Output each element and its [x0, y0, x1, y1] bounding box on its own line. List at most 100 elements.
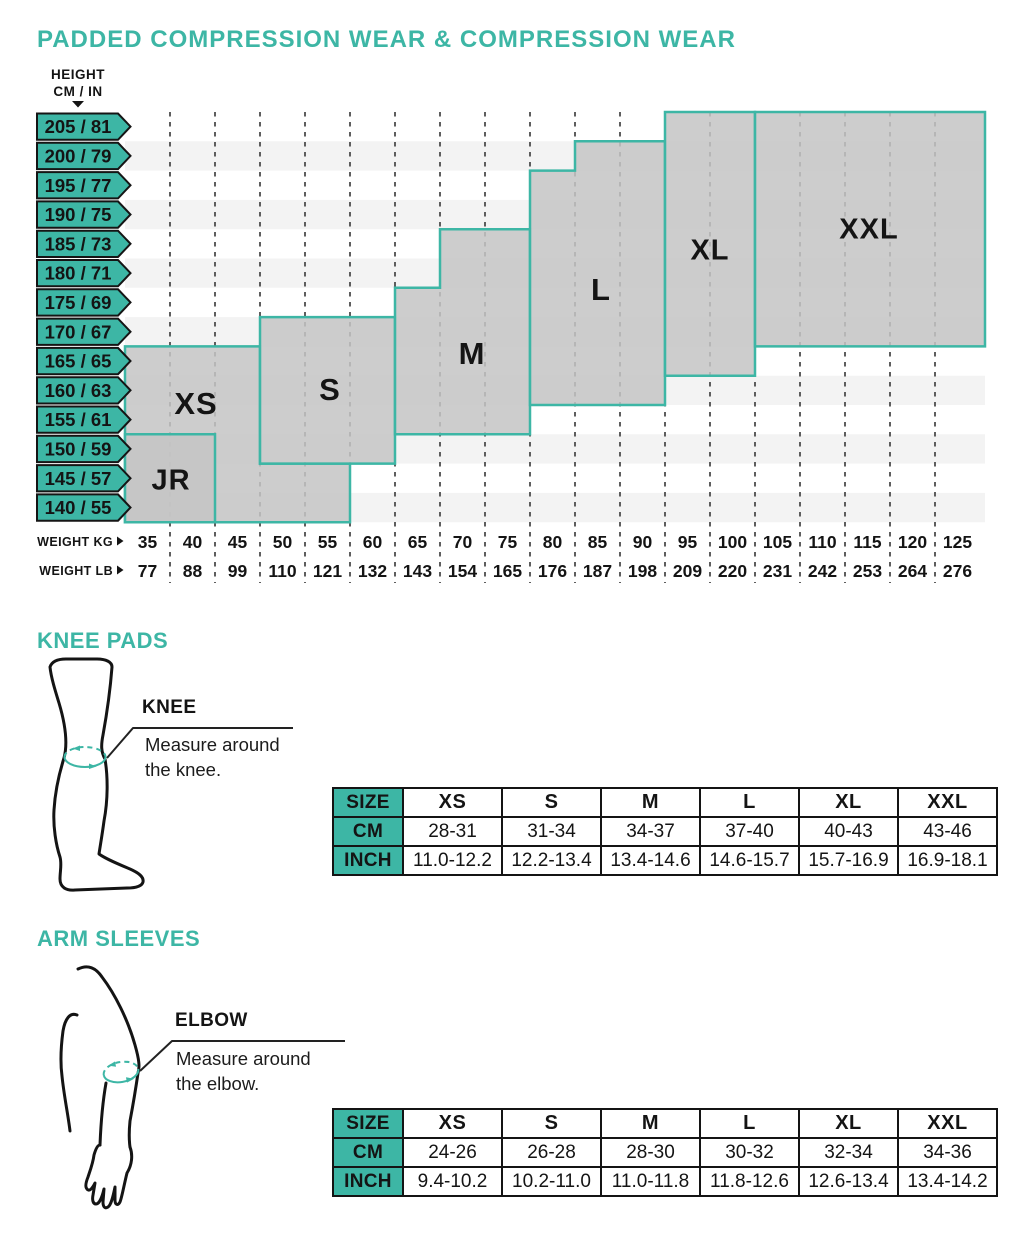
weight-kg-arrow-right-icon — [117, 536, 124, 546]
weight-kg-value: 90 — [633, 532, 653, 552]
weight-kg-value: 80 — [543, 532, 563, 552]
measurement-range-value: 43-46 — [897, 816, 998, 847]
arm-sleeves-heading: ARM SLEEVES — [37, 926, 201, 951]
weight-kg-value: 95 — [678, 532, 698, 552]
unit-row-label: INCH — [332, 845, 404, 876]
height-axis-title: HEIGHT — [51, 67, 105, 82]
weight-lb-value: 143 — [403, 561, 432, 581]
page-title: PADDED COMPRESSION WEAR & COMPRESSION WE… — [37, 26, 736, 53]
table-header-row: SIZE XS S M L XL XXL — [332, 787, 998, 818]
knee-callout-line1: Measure around — [145, 734, 280, 755]
weight-lb-value: 220 — [718, 561, 747, 581]
weight-kg-value: 60 — [363, 532, 383, 552]
height-tag — [36, 317, 132, 346]
weight-lb-value: 165 — [493, 561, 522, 581]
unit-row-label: INCH — [332, 1166, 404, 1197]
leg-outline — [48, 657, 145, 892]
size-region-jr — [123, 433, 217, 524]
weight-kg-value: 45 — [228, 532, 248, 552]
weight-lb-value: 121 — [313, 561, 342, 581]
height-tag — [36, 434, 132, 464]
weight-kg-value: 85 — [588, 532, 608, 552]
size-column-header: XXL — [897, 787, 998, 818]
size-column-header: XXL — [897, 1108, 998, 1139]
weight-lb-value: 99 — [228, 561, 248, 581]
size-column-header: M — [600, 787, 701, 818]
elbow-callout-text: Measure around the elbow. — [176, 1046, 311, 1096]
height-tag — [36, 112, 132, 141]
measurement-range-value: 11.8-12.6 — [699, 1166, 800, 1197]
measurement-range-value: 15.7-16.9 — [798, 845, 899, 876]
height-tag — [36, 464, 132, 493]
weight-kg-value: 70 — [453, 532, 473, 552]
measurement-range-value: 11.0-11.8 — [600, 1166, 701, 1197]
weight-lb-value: 187 — [583, 561, 612, 581]
height-axis-units: CM / IN — [53, 84, 102, 99]
size-region-label-m: M — [459, 336, 486, 371]
height-tag-label: 165 / 65 — [45, 351, 112, 372]
measurement-range-value: 26-28 — [501, 1137, 602, 1168]
measurement-range-value: 14.6-15.7 — [699, 845, 800, 876]
weight-lb-value: 110 — [268, 561, 296, 581]
elbow-callout-line — [139, 1040, 345, 1072]
height-tag — [36, 376, 132, 405]
weight-kg-value: 100 — [718, 532, 747, 552]
height-tag — [36, 346, 132, 376]
height-tag — [36, 229, 132, 258]
measure-arrow-right-icon — [125, 1077, 134, 1083]
height-axis-arrow-down-icon — [72, 101, 84, 108]
size-column-header: L — [699, 787, 800, 818]
weight-kg-value: 55 — [318, 532, 338, 552]
size-region-label-s: S — [319, 372, 341, 407]
measurement-range-value: 34-36 — [897, 1137, 998, 1168]
size-row-label: SIZE — [332, 1108, 404, 1139]
size-column-header: S — [501, 1108, 602, 1139]
weight-kg-value: 40 — [183, 532, 203, 552]
measurement-range-value: 12.2-13.4 — [501, 845, 602, 876]
height-tag-label: 195 / 77 — [45, 175, 112, 196]
size-region-label-l: L — [591, 272, 611, 307]
weight-lb-value: 198 — [628, 561, 657, 581]
measurement-range-value: 16.9-18.1 — [897, 845, 998, 876]
knee-callout-line2: the knee. — [145, 759, 222, 780]
knee-callout-text: Measure around the knee. — [145, 732, 280, 782]
height-tag — [36, 200, 132, 229]
height-tag — [36, 288, 132, 317]
weight-lb-value: 154 — [448, 561, 477, 581]
height-weight-size-chart: XS S M L XL XXL JR HEIGHT CM / IN 205 / 81 200 / 7… — [36, 67, 987, 583]
measurement-range-value: 13.4-14.2 — [897, 1166, 998, 1197]
measurement-range-value: 31-34 — [501, 816, 602, 847]
size-region-label-xs: XS — [174, 386, 217, 421]
height-tag — [36, 171, 132, 200]
forearm-inner-edge — [98, 1081, 108, 1147]
arm-outer-outline — [76, 965, 141, 1149]
height-tag-label: 190 / 75 — [45, 204, 112, 225]
size-column-header: XS — [402, 1108, 503, 1139]
elbow-measure-ellipse — [102, 1060, 140, 1084]
measurement-range-value: 13.4-14.6 — [600, 845, 701, 876]
height-tag-label: 180 / 71 — [45, 263, 112, 284]
height-tag-label: 185 / 73 — [45, 233, 112, 254]
height-tag — [36, 405, 132, 434]
size-column-header: XS — [402, 787, 503, 818]
measurement-range-value: 10.2-11.0 — [501, 1166, 602, 1197]
height-tag-label: 175 / 69 — [45, 292, 112, 313]
weight-lb-value: 253 — [853, 561, 882, 581]
weight-lb-value: 88 — [183, 561, 203, 581]
height-tag — [36, 141, 132, 171]
elbow-callout-title: ELBOW — [175, 1010, 248, 1031]
measure-arrow-right-icon — [89, 763, 97, 769]
measurement-range-value: 32-34 — [798, 1137, 899, 1168]
height-tag-label: 145 / 57 — [45, 468, 112, 489]
knee-callout-title: KNEE — [142, 697, 197, 718]
size-column-header: L — [699, 1108, 800, 1139]
measurement-range-value: 40-43 — [798, 816, 899, 847]
size-column-header: XL — [798, 1108, 899, 1139]
unit-row-label: CM — [332, 816, 404, 847]
measurement-range-value: 12.6-13.4 — [798, 1166, 899, 1197]
weight-kg-value: 120 — [898, 532, 927, 552]
size-region-label-xl: XL — [690, 234, 729, 266]
weight-lb-value: 176 — [538, 561, 567, 581]
table-row: CM 28-31 31-34 34-37 37-40 40-43 43-46 — [332, 816, 998, 847]
